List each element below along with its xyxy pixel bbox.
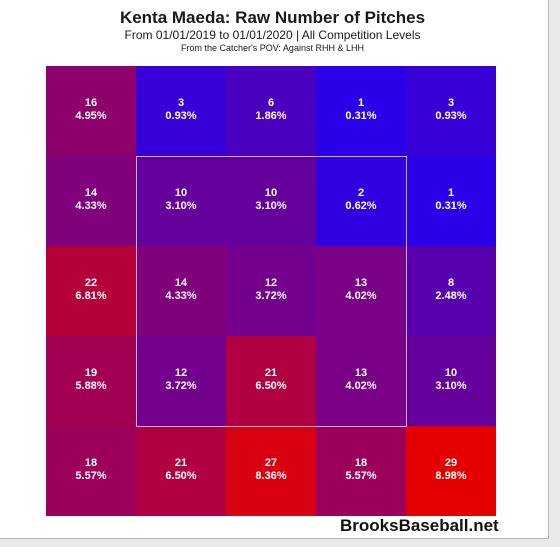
heatmap-cell-r3-c3 [316,336,406,426]
cell-count-r0-c3: 1 [358,97,364,109]
heatmap-cell-r4-c2 [226,426,316,516]
bottom-margin [0,539,560,547]
heatmap-cell-r3-c2 [226,336,316,426]
cell-percent-r1-c0: 4.33% [75,200,106,212]
heatmap-cell-r1-c1 [136,156,226,246]
cell-percent-r3-c0: 5.88% [75,380,106,392]
cell-percent-r2-c3: 4.02% [345,290,376,302]
heatmap-cell-r0-c2 [226,66,316,156]
cell-percent-r0-c4: 0.93% [435,110,466,122]
cell-count-r2-c1: 14 [175,277,188,289]
cell-percent-r4-c4: 8.98% [435,470,466,482]
chart-title: Kenta Maeda: Raw Number of Pitches [119,8,426,27]
cell-percent-r1-c4: 0.31% [435,200,466,212]
cell-percent-r1-c2: 3.10% [255,200,286,212]
heatmap-cell-r2-c1 [136,246,226,336]
cell-percent-r4-c2: 8.36% [255,470,286,482]
right-margin [549,0,560,539]
heatmap-cell-r1-c4 [406,156,496,246]
heatmap-cell-r4-c1 [136,426,226,516]
cell-percent-r0-c2: 1.86% [255,110,286,122]
cell-count-r4-c1: 21 [175,457,187,469]
cell-percent-r4-c1: 6.50% [165,470,196,482]
chart-note: From the Catcher's POV: Against RHH & LH… [181,43,364,53]
heatmap-cell-r2-c0 [46,246,136,336]
cell-count-r0-c0: 16 [85,97,97,109]
cell-percent-r4-c3: 5.57% [345,470,376,482]
cell-percent-r3-c3: 4.02% [345,380,376,392]
heatmap-cell-r3-c1 [136,336,226,426]
cell-percent-r2-c4: 2.48% [435,290,466,302]
cell-count-r1-c0: 14 [85,187,98,199]
heatmap-cell-r4-c3 [316,426,406,516]
heatmap-cell-r0-c3 [316,66,406,156]
cell-percent-r2-c0: 6.81% [75,290,106,302]
cell-count-r1-c1: 10 [175,187,187,199]
cell-count-r2-c4: 8 [448,277,454,289]
cell-count-r3-c1: 12 [175,367,187,379]
cell-count-r4-c3: 18 [355,457,367,469]
strike-zone-outline [136,156,407,427]
cell-percent-r1-c3: 0.62% [345,200,376,212]
heatmap-cell-r3-c4 [406,336,496,426]
heatmap-cell-r2-c4 [406,246,496,336]
cell-percent-r2-c2: 3.72% [255,290,286,302]
cell-percent-r0-c0: 4.95% [75,110,106,122]
chart-header: Kenta Maeda: Raw Number of Pitches From … [0,8,545,54]
cell-percent-r3-c2: 6.50% [255,380,286,392]
cell-count-r2-c3: 13 [355,277,367,289]
cell-count-r1-c4: 1 [448,187,454,199]
heatmap-cell-r0-c1 [136,66,226,156]
cell-percent-r2-c1: 4.33% [165,290,196,302]
cell-count-r1-c3: 2 [358,187,364,199]
cell-count-r3-c2: 21 [265,367,277,379]
heatmap-cell-r0-c0 [46,66,136,156]
heatmap-cell-r2-c3 [316,246,406,336]
cell-count-r3-c4: 10 [445,367,457,379]
heatmap-cell-r1-c3 [316,156,406,246]
heatmap-cell-r2-c2 [226,246,316,336]
chart-subtitle: From 01/01/2019 to 01/01/2020 | All Comp… [124,28,421,42]
cell-percent-r3-c1: 3.72% [165,380,196,392]
heatmap-cell-r4-c0 [46,426,136,516]
cell-percent-r0-c1: 0.93% [165,110,196,122]
cell-count-r3-c3: 13 [355,367,367,379]
heatmap-cell-r3-c0 [46,336,136,426]
cell-count-r0-c1: 3 [178,97,184,109]
cell-count-r4-c0: 18 [85,457,97,469]
heatmap-cell-r4-c4 [406,426,496,516]
cell-percent-r1-c1: 3.10% [165,200,196,212]
cell-percent-r0-c3: 0.31% [345,110,376,122]
cell-count-r4-c4: 29 [445,457,457,469]
cell-count-r2-c0: 22 [85,277,97,289]
cell-count-r1-c2: 10 [265,187,277,199]
cell-percent-r4-c0: 5.57% [75,470,106,482]
cell-count-r3-c0: 19 [85,367,97,379]
heatmap-plot: 164.95%30.93%61.86%10.31%30.93%144.33%10… [46,66,496,516]
watermark-text: BrooksBaseball.net [340,516,499,535]
cell-count-r0-c4: 3 [448,97,454,109]
cell-count-r0-c2: 6 [268,97,274,109]
heatmap-cell-r0-c4 [406,66,496,156]
cell-count-r4-c2: 27 [265,457,277,469]
heatmap-cell-r1-c2 [226,156,316,246]
cell-percent-r3-c4: 3.10% [435,380,466,392]
heatmap-cell-r1-c0 [46,156,136,246]
cell-count-r2-c2: 12 [265,277,277,289]
